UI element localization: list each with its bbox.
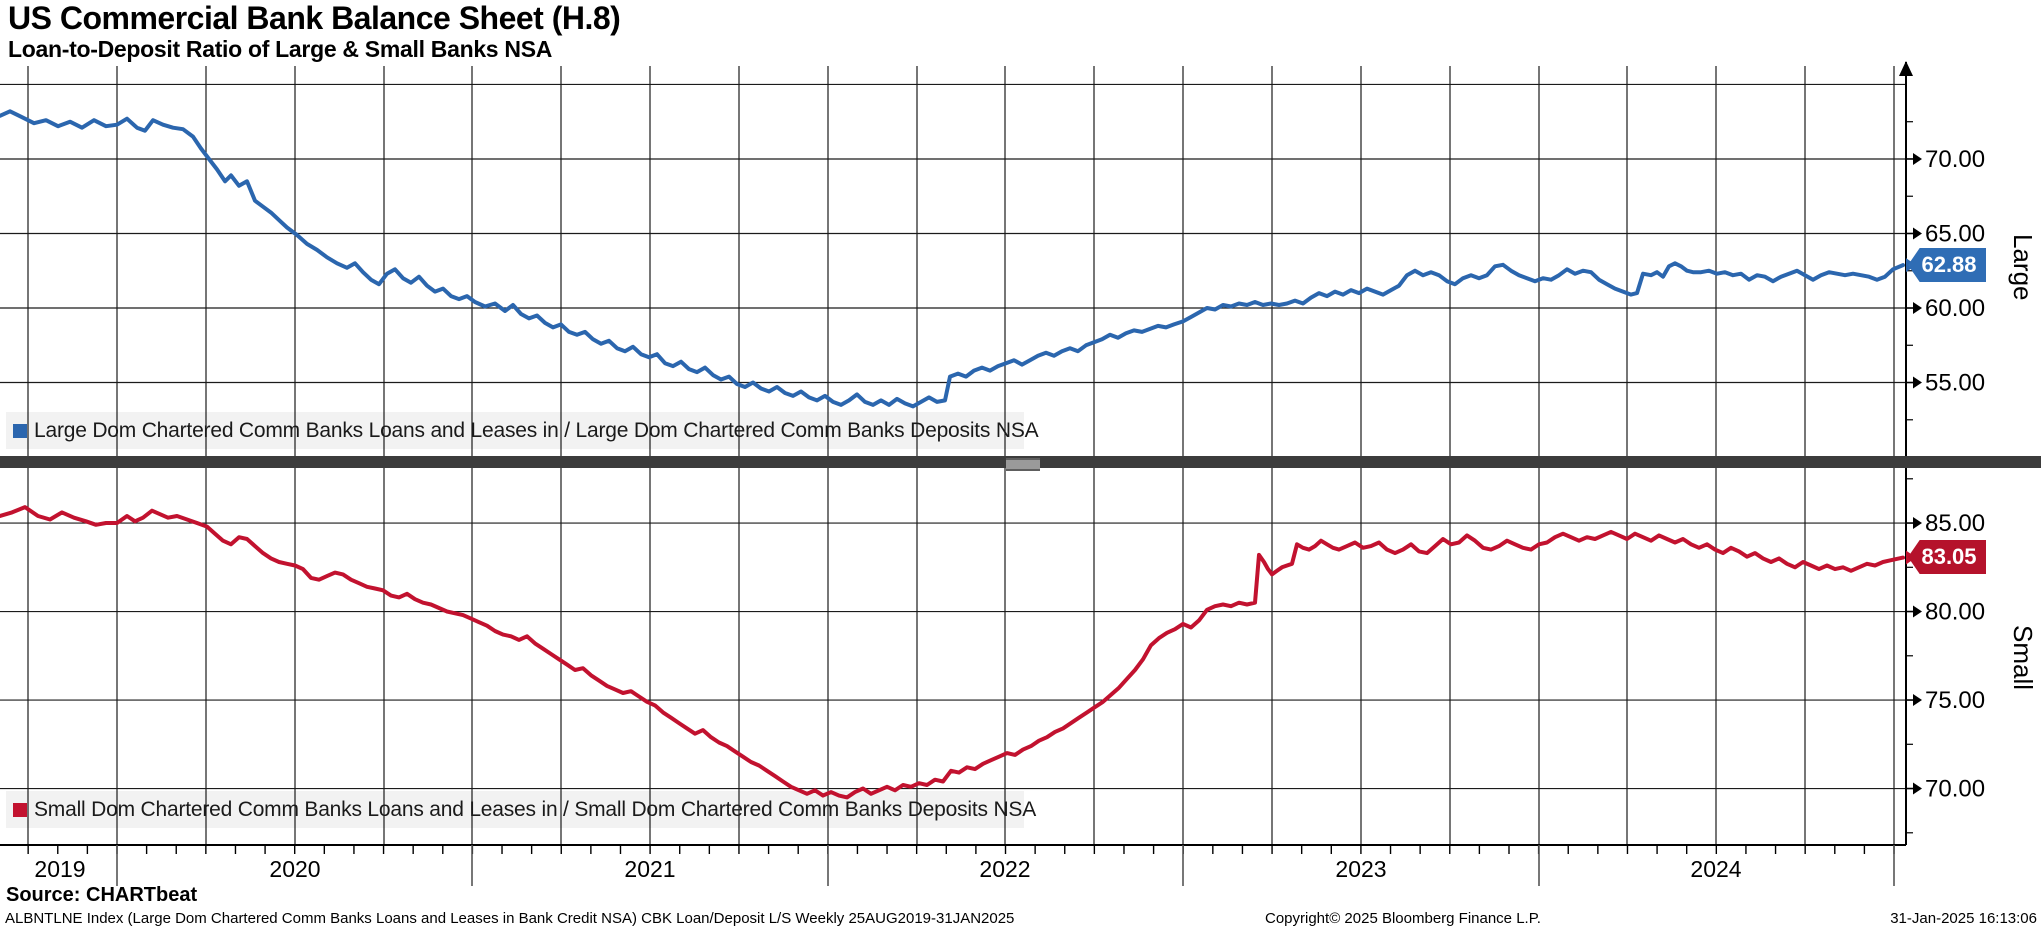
source-text: Source: CHARTbeat	[6, 884, 198, 906]
copyright-text: Copyright© 2025 Bloomberg Finance L.P.	[1265, 910, 1541, 927]
last-value-badge-large: 62.88	[1908, 248, 1986, 282]
x-year-label: 2024	[1690, 856, 1741, 882]
small-series-line	[0, 505, 1905, 800]
x-year-label: 2023	[1335, 856, 1386, 882]
legend-marker-large-icon	[13, 423, 27, 438]
y-tick-arrow-icon	[1913, 152, 1922, 165]
y-tick-arrow-icon	[1913, 782, 1922, 795]
page-title: US Commercial Bank Balance Sheet (H.8)	[8, 0, 621, 36]
y-tick-label: 60.00	[1925, 295, 1985, 322]
x-year-label: 2021	[624, 856, 675, 882]
chart-subtitle: Loan-to-Deposit Ratio of Large & Small B…	[8, 36, 553, 62]
y-tick-arrow-icon	[1913, 302, 1922, 315]
y-tick-label: 65.00	[1925, 220, 1985, 247]
axis-label-large: Large	[2008, 234, 2038, 301]
timestamp-text: 31-Jan-2025 16:13:06	[1890, 910, 2037, 927]
y-tick-arrow-icon	[1913, 376, 1922, 389]
y-tick-arrow-icon	[1913, 227, 1922, 240]
y-axis-arrow-icon	[1899, 61, 1913, 76]
y-tick-label: 70.00	[1925, 146, 1985, 173]
y-tick-label: 70.00	[1925, 776, 1985, 803]
y-tick-label: 85.00	[1925, 510, 1985, 537]
y-tick-label: 80.00	[1925, 599, 1985, 626]
legend-large-banks: Large Dom Chartered Comm Banks Loans and…	[6, 412, 1039, 449]
index-info-text: ALBNTLNE Index (Large Dom Chartered Comm…	[5, 910, 1015, 927]
last-value-badge-small: 83.05	[1908, 540, 1986, 574]
legend-band-small	[6, 791, 1024, 828]
legend-label-small: Small Dom Chartered Comm Banks Loans and…	[34, 797, 1037, 821]
legend-small-banks: Small Dom Chartered Comm Banks Loans and…	[6, 791, 1036, 828]
axis-label-small: Small	[2008, 624, 2038, 690]
y-tick-arrow-icon	[1913, 694, 1922, 707]
panel-divider-handle[interactable]	[1006, 458, 1040, 471]
y-tick-label: 55.00	[1925, 370, 1985, 397]
legend-label-large: Large Dom Chartered Comm Banks Loans and…	[34, 418, 1039, 442]
y-tick-label: 75.00	[1925, 687, 1985, 714]
x-year-label: 2022	[979, 856, 1030, 882]
y-tick-arrow-icon	[1913, 605, 1922, 618]
large-series-line	[0, 109, 1905, 409]
legend-band-large	[6, 412, 1024, 449]
y-tick-arrow-icon	[1913, 517, 1922, 530]
x-year-label: 2019	[34, 856, 85, 882]
x-year-label: 2020	[269, 856, 320, 882]
legend-marker-small-icon	[13, 802, 27, 817]
